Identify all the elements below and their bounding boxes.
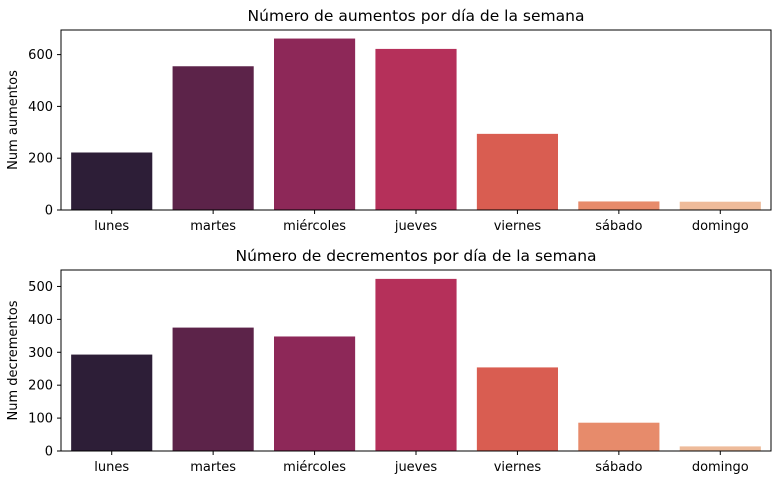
bar-lunes <box>71 152 153 210</box>
chart-panel-1: lunes martes miércoles jueves viernes sábado d… <box>6 7 772 234</box>
bar-miércoles <box>274 38 356 210</box>
bar-domingo <box>679 446 761 451</box>
chart-title: Número de decrementos por día de la sema… <box>235 247 596 265</box>
bar-domingo <box>679 201 761 210</box>
x-tick-label: martes <box>190 460 236 475</box>
bar-miércoles <box>274 336 356 451</box>
x-tick-label: jueves <box>394 460 438 475</box>
bar-jueves <box>375 278 457 451</box>
x-tick-label: miércoles <box>283 219 346 234</box>
y-tick-label: 100 <box>28 412 53 427</box>
x-tick-label: domingo <box>692 219 749 234</box>
x-tick-label: domingo <box>692 460 749 475</box>
y-tick-label: 0 <box>45 445 53 460</box>
y-tick-label: 0 <box>45 204 53 219</box>
x-tick-label: lunes <box>94 460 129 475</box>
x-tick-label: martes <box>190 219 236 234</box>
bar-viernes <box>476 133 558 210</box>
bar-martes <box>172 327 254 451</box>
x-tick-label: lunes <box>94 219 129 234</box>
x-tick-label: viernes <box>494 460 542 475</box>
y-axis-label: Num decrementos <box>6 300 21 420</box>
bar-sábado <box>578 201 660 210</box>
x-tick-label: sábado <box>595 219 642 234</box>
x-tick-label: viernes <box>494 219 542 234</box>
y-tick-label: 200 <box>28 379 53 394</box>
bar-martes <box>172 66 254 210</box>
chart-title: Número de aumentos por día de la semana <box>248 7 585 25</box>
chart-panel-2: lunes martes miércoles jueves viernes sábado d… <box>6 247 772 475</box>
y-tick-label: 200 <box>28 152 53 167</box>
x-tick-label: sábado <box>595 460 642 475</box>
y-axis-label: Num aumentos <box>6 70 21 170</box>
x-tick-label: jueves <box>394 219 438 234</box>
bar-sábado <box>578 422 660 451</box>
y-tick-label: 600 <box>28 48 53 63</box>
y-tick-label: 500 <box>28 280 53 295</box>
y-tick-label: 400 <box>28 313 53 328</box>
y-tick-label: 300 <box>28 346 53 361</box>
bar-jueves <box>375 48 457 210</box>
x-tick-label: miércoles <box>283 460 346 475</box>
bar-lunes <box>71 354 153 451</box>
y-tick-label: 400 <box>28 100 53 115</box>
bar-viernes <box>476 367 558 451</box>
